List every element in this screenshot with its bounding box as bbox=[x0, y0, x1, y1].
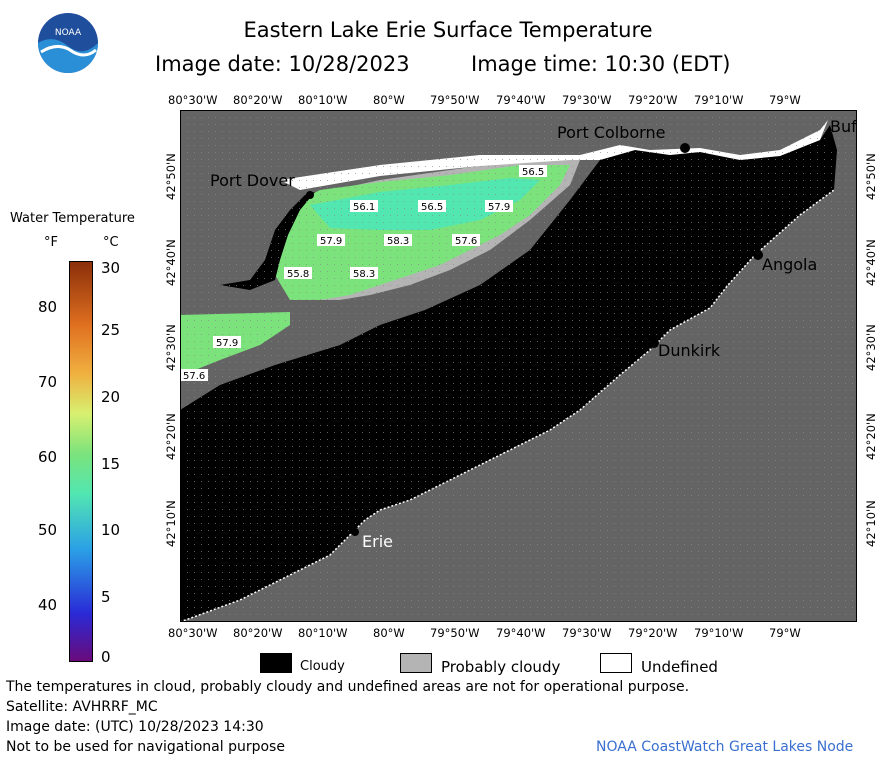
temp-label: 56.5 bbox=[522, 167, 544, 178]
credit: NOAA CoastWatch Great Lakes Node bbox=[596, 739, 854, 755]
lon-label: 79°30'W bbox=[562, 626, 612, 640]
temp-label: 58.3 bbox=[353, 269, 375, 280]
lon-label: 79°20'W bbox=[628, 626, 678, 640]
c-tick: 20 bbox=[101, 388, 121, 406]
legend-cloudy-swatch bbox=[260, 653, 292, 673]
lon-label: 80°10'W bbox=[298, 626, 348, 640]
c-tick: 0 bbox=[101, 648, 111, 666]
f-tick: 40 bbox=[38, 596, 58, 614]
c-tick: 5 bbox=[101, 588, 111, 606]
image-date: Image date: 10/28/2023 bbox=[155, 52, 410, 76]
erie-marker bbox=[351, 528, 359, 536]
lon-label: 79°50'W bbox=[430, 93, 480, 107]
angola-marker bbox=[753, 250, 763, 260]
lon-label: 79°10'W bbox=[694, 626, 744, 640]
temperature-labels: 56.5 56.1 56.5 57.9 57.9 58.3 57.6 55.8 … bbox=[180, 165, 547, 382]
colorbar bbox=[69, 261, 93, 662]
lon-label: 80°30'W bbox=[168, 93, 218, 107]
lat-label: 42°30'N bbox=[864, 324, 878, 371]
dunkirk-marker bbox=[649, 338, 659, 348]
buffalo-marker bbox=[824, 137, 834, 147]
lon-label: 80°20'W bbox=[233, 626, 283, 640]
image-time: Image time: 10:30 (EDT) bbox=[471, 52, 731, 76]
noaa-logo: NOAA bbox=[38, 13, 98, 73]
temp-label: 57.6 bbox=[183, 371, 205, 382]
lon-label: 80°W bbox=[373, 626, 405, 640]
port-colborne-marker bbox=[680, 143, 690, 153]
disclaimer: The temperatures in cloud, probably clou… bbox=[6, 679, 690, 695]
place-port-dover: Port Dover bbox=[210, 171, 295, 190]
c-tick: 15 bbox=[101, 455, 121, 473]
legend-undefined-label: Undefined bbox=[641, 658, 718, 676]
lake-map: Port Colborne Buf Port Dover Angola Dunk… bbox=[180, 110, 857, 622]
unit-f: °F bbox=[44, 235, 58, 250]
f-tick: 70 bbox=[38, 373, 58, 391]
lon-label: 79°50'W bbox=[430, 626, 480, 640]
logo-text: NOAA bbox=[55, 28, 82, 38]
lat-label: 42°20'N bbox=[864, 413, 878, 460]
temp-label: 57.9 bbox=[320, 236, 342, 247]
image-date-utc: Image date: (UTC) 10/28/2023 14:30 bbox=[6, 719, 264, 735]
lon-label: 80°W bbox=[373, 93, 405, 107]
lat-label: 42°50'N bbox=[864, 153, 878, 200]
c-tick: 10 bbox=[101, 521, 121, 539]
colorbar-title: Water Temperature bbox=[10, 211, 135, 226]
place-erie: Erie bbox=[362, 532, 393, 551]
place-buffalo: Buf bbox=[830, 117, 857, 136]
grid bbox=[180, 110, 857, 622]
place-angola: Angola bbox=[762, 255, 817, 274]
lat-label: 42°40'N bbox=[164, 239, 178, 286]
place-dunkirk: Dunkirk bbox=[658, 341, 721, 360]
c-tick: 25 bbox=[101, 321, 121, 339]
satellite-info: Satellite: AVHRRF_MC bbox=[6, 699, 158, 715]
f-tick: 60 bbox=[38, 448, 58, 466]
legend-probably-cloudy-swatch bbox=[400, 653, 432, 673]
temp-label: 56.5 bbox=[421, 202, 443, 213]
lon-label: 80°30'W bbox=[168, 626, 218, 640]
legend-undefined-swatch bbox=[600, 653, 632, 673]
lon-label: 79°W bbox=[769, 626, 801, 640]
legend-probably-cloudy-label: Probably cloudy bbox=[441, 658, 561, 676]
map-frame bbox=[180, 110, 857, 622]
lat-label: 42°10'N bbox=[164, 500, 178, 547]
lat-label: 42°20'N bbox=[164, 413, 178, 460]
port-dover-marker bbox=[306, 191, 314, 199]
nav-warning: Not to be used for navigational purpose bbox=[6, 739, 285, 755]
temp-label: 57.6 bbox=[455, 236, 477, 247]
lon-label: 79°30'W bbox=[562, 93, 612, 107]
f-tick: 80 bbox=[38, 298, 58, 316]
temp-label: 57.9 bbox=[216, 338, 238, 349]
lon-label: 79°40'W bbox=[496, 626, 546, 640]
lat-label: 42°30'N bbox=[164, 324, 178, 371]
f-tick: 50 bbox=[38, 521, 58, 539]
lat-label: 42°10'N bbox=[864, 500, 878, 547]
lat-label: 42°40'N bbox=[864, 239, 878, 286]
temp-label: 57.9 bbox=[488, 202, 510, 213]
lon-label: 79°W bbox=[769, 93, 801, 107]
temp-label: 58.3 bbox=[387, 236, 409, 247]
legend-cloudy-label: Cloudy bbox=[300, 659, 345, 674]
lon-label: 79°20'W bbox=[628, 93, 678, 107]
unit-c: °C bbox=[103, 235, 119, 250]
lon-label: 79°40'W bbox=[496, 93, 546, 107]
place-port-colborne: Port Colborne bbox=[557, 123, 665, 142]
temp-label: 56.1 bbox=[353, 202, 375, 213]
page-title: Eastern Lake Erie Surface Temperature bbox=[243, 18, 653, 42]
lon-label: 79°10'W bbox=[694, 93, 744, 107]
lon-label: 80°10'W bbox=[298, 93, 348, 107]
temp-label: 55.8 bbox=[287, 269, 309, 280]
lon-label: 80°20'W bbox=[233, 93, 283, 107]
lat-label: 42°50'N bbox=[164, 153, 178, 200]
c-tick: 30 bbox=[101, 259, 121, 277]
